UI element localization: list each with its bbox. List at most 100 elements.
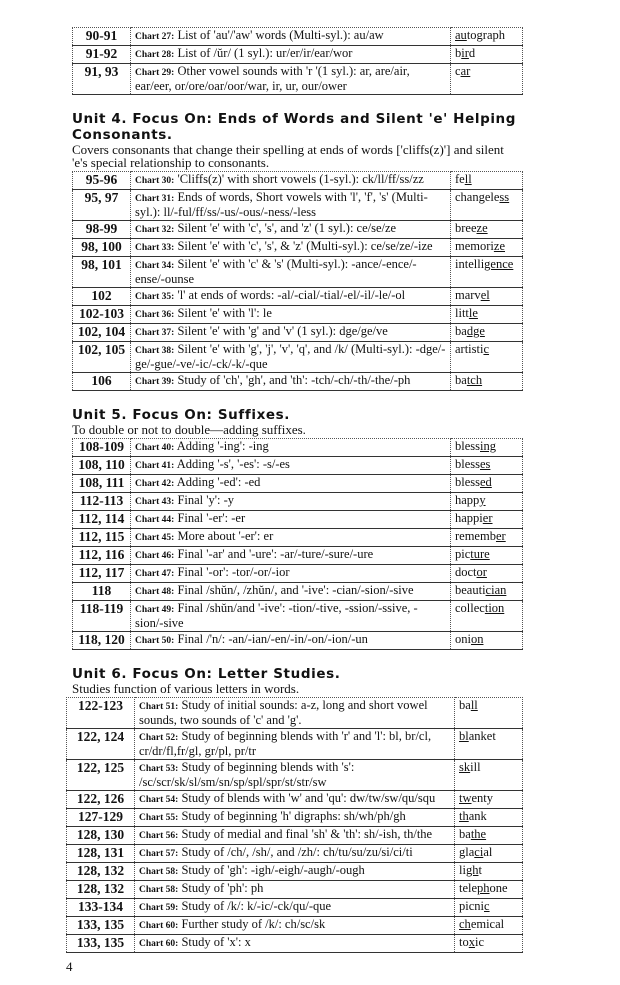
table-row: 118, 120 Chart 50: Final /'n/: -an/-ian/-… xyxy=(72,631,523,650)
example-underlined-part: ss xyxy=(499,190,510,204)
chart-label: Chart 59: xyxy=(139,903,179,913)
page-range: 133, 135 xyxy=(66,934,135,953)
chart-description: Chart 58: Study of 'ph': ph xyxy=(134,880,455,899)
page-range: 128, 132 xyxy=(66,880,135,899)
example-underlined-part: ll xyxy=(470,698,478,712)
example-part: ill xyxy=(470,760,481,774)
table-row: 122, 124 Chart 52: Study of beginning ble… xyxy=(66,728,523,760)
example-underlined-part: ture xyxy=(470,547,490,561)
chart-text: List of /ŭr/ (1 syl.): ur/er/ir/ear/wor xyxy=(177,46,353,60)
page-range: 128, 132 xyxy=(66,862,135,881)
table-row: 91, 93 Chart 29: Other vowel sounds with … xyxy=(72,63,523,95)
table-row: 128, 132 Chart 58: Study of 'ph': ph telep… xyxy=(66,880,523,899)
example-underlined-part: dge xyxy=(466,324,485,338)
example-underlined-part: er xyxy=(495,529,506,543)
example-underlined-part: ing xyxy=(480,439,496,453)
example-underlined-part: el xyxy=(480,288,490,302)
chart-text: Silent 'e' with 'c', 's', and 'z' (1 syl… xyxy=(177,221,397,235)
chart-table-unit5: 108-109 Chart 40: Adding '-ing': -ing bles… xyxy=(72,438,523,650)
example-underlined-part: er xyxy=(482,511,493,525)
chart-text: Other vowel sounds with 'r '(1 syl.): ar… xyxy=(135,64,410,93)
example-part: ank xyxy=(468,809,487,823)
table-row: 98, 100 Chart 33: Silent 'e' with 'c', 's… xyxy=(72,238,523,257)
example-part: anket xyxy=(468,729,496,743)
example-part: bree xyxy=(455,221,477,235)
page-range: 133, 135 xyxy=(66,916,135,935)
example-word: artistic xyxy=(450,341,523,373)
page-range: 112, 116 xyxy=(72,546,131,565)
table-row: 102 Chart 35: 'l' at ends of words: -al/-… xyxy=(72,287,523,306)
example-part: doct xyxy=(455,565,477,579)
chart-description: Chart 37: Silent 'e' with 'g' and 'v' (1… xyxy=(130,323,451,342)
example-underlined-part: ph xyxy=(477,881,490,895)
chart-description: Chart 52: Study of beginning blends with… xyxy=(134,728,455,760)
chart-text: Study of 'ch', 'gh', and 'th': -tch/-ch/… xyxy=(177,373,411,387)
unit-6-description: Studies function of various letters in w… xyxy=(72,681,300,696)
example-part: tograph xyxy=(466,28,505,42)
chart-description: Chart 34: Silent 'e' with 'c' & 's' (Mul… xyxy=(130,256,451,288)
example-word: batch xyxy=(450,372,523,391)
example-word: changeless xyxy=(450,189,523,221)
example-underlined-part: tw xyxy=(459,791,472,805)
example-underlined-part: ze xyxy=(493,239,505,253)
chart-description: Chart 44: Final '-er': -er xyxy=(130,510,451,529)
example-part: b xyxy=(455,46,462,60)
example-part: happi xyxy=(455,511,483,525)
chart-description: Chart 32: Silent 'e' with 'c', 's', and … xyxy=(130,220,451,239)
chart-text: Silent 'e' with 'c' & 's' (Multi-syl.): … xyxy=(135,257,417,286)
chart-description: Chart 60: Further study of /k/: ch/sc/sk xyxy=(134,916,455,935)
table-row: 108, 110 Chart 41: Adding '-s', '-es': -s… xyxy=(72,456,523,475)
chart-description: Chart 39: Study of 'ch', 'gh', and 'th':… xyxy=(130,372,451,391)
page-range: 122, 124 xyxy=(66,728,135,760)
example-word: ball xyxy=(454,697,523,729)
example-part: marv xyxy=(455,288,481,302)
example-word: picnic xyxy=(454,898,523,917)
example-part: d xyxy=(468,46,476,60)
unit-6-heading: Unit 6. Focus On: Letter Studies. xyxy=(72,666,341,682)
unit-6-table-wrapper: 122-123 Chart 51: Study of initial sounds… xyxy=(66,697,523,953)
chart-label: Chart 36: xyxy=(135,310,175,320)
page-range: 118-119 xyxy=(72,600,131,632)
chart-description: Chart 46: Final '-ar' and '-ure': -ar/-t… xyxy=(130,546,451,565)
table-row: 108-109 Chart 40: Adding '-ing': -ing bles… xyxy=(72,438,523,457)
chart-label: Chart 38: xyxy=(135,346,175,356)
page-range: 95, 97 xyxy=(72,189,131,221)
chart-text: Study of blends with 'w' and 'qu': dw/tw… xyxy=(181,791,436,805)
example-part: to xyxy=(459,935,469,949)
page-range: 118 xyxy=(72,582,131,601)
table-row: 128, 130 Chart 56: Study of medial and fi… xyxy=(66,826,523,845)
example-part: tele xyxy=(459,881,478,895)
chart-text: Study of /ch/, /sh/, and /zh/: ch/tu/su/… xyxy=(181,845,413,859)
table-row: 118 Chart 48: Final /shŭn/, /zhŭn/, and '… xyxy=(72,582,523,601)
example-part: enty xyxy=(471,791,494,805)
chart-description: Chart 28: List of /ŭr/ (1 syl.): ur/er/i… xyxy=(130,45,451,64)
example-word: marvel xyxy=(450,287,523,306)
example-underlined-part: ch xyxy=(459,917,471,931)
page-range: 108-109 xyxy=(72,438,131,457)
example-part: ba xyxy=(459,698,471,712)
chart-label: Chart 48: xyxy=(135,587,175,597)
example-word: happier xyxy=(450,510,523,529)
chart-text: Final /shŭn/and '-ive': -tion/-tive, -ss… xyxy=(135,601,418,630)
chart-label: Chart 53: xyxy=(139,764,179,774)
chart-label: Chart 57: xyxy=(139,849,179,859)
chart-text: More about '-er': er xyxy=(177,529,274,543)
page-range: 98, 100 xyxy=(72,238,131,257)
example-underlined-part: cian xyxy=(485,583,507,597)
example-part: ic xyxy=(474,935,485,949)
table-row: 112, 114 Chart 44: Final '-er': -er happie… xyxy=(72,510,523,529)
example-part: li xyxy=(459,863,466,877)
table-row: 122, 125 Chart 53: Study of beginning ble… xyxy=(66,759,523,791)
table-row: 102, 104 Chart 37: Silent 'e' with 'g' an… xyxy=(72,323,523,342)
table-row: 90-91 Chart 27: List of 'au'/'aw' words (… xyxy=(72,27,523,46)
example-underlined-part: the xyxy=(470,827,487,841)
chart-text: Final /'n/: -an/-ian/-en/-in/-on/-ion/-u… xyxy=(177,632,368,646)
page-range: 91-92 xyxy=(72,45,131,64)
example-underlined-part: gh xyxy=(465,863,479,877)
page-range: 108, 111 xyxy=(72,474,131,493)
chart-text: Adding '-ing': -ing xyxy=(176,439,269,453)
chart-label: Chart 58: xyxy=(139,885,179,895)
example-underlined-part: le xyxy=(468,306,478,320)
table-row: 91-92 Chart 28: List of /ŭr/ (1 syl.): ur… xyxy=(72,45,523,64)
table-row: 108, 111 Chart 42: Adding '-ed': -ed bless… xyxy=(72,474,523,493)
